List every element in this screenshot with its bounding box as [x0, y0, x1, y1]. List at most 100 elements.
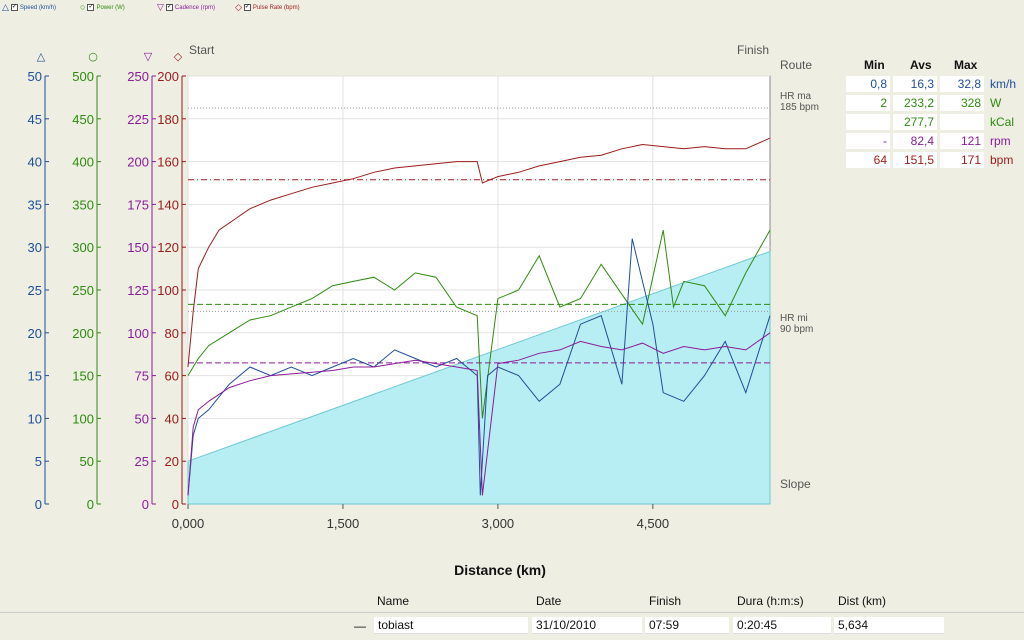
hr-max-label: HR ma [780, 91, 812, 102]
cell-name[interactable]: tobiast [374, 617, 528, 634]
x-tick-label: 4,500 [637, 516, 670, 531]
pulse-tick-label: 80 [165, 326, 179, 341]
power-tick-label: 0 [87, 497, 94, 512]
pulse-tick-label: 100 [157, 283, 179, 298]
start-label: Start [189, 43, 215, 57]
pulse-checkbox[interactable]: ✓ [243, 4, 251, 11]
stats-header-min: Min [864, 58, 885, 72]
route-label: Route [780, 58, 812, 72]
power-tick-label: 500 [72, 69, 94, 84]
stat-max-cell: 171 [940, 152, 984, 168]
stat-min-cell [846, 114, 890, 130]
power-checkbox[interactable]: ✓ [87, 4, 95, 11]
pulse-tick-label: 20 [165, 454, 179, 469]
stat-min-cell: 2 [846, 95, 890, 111]
cadence-tick-label: 100 [127, 326, 149, 341]
legend-speed-label: Speed (km/h) [19, 4, 56, 11]
cadence-tick-label: 25 [135, 454, 149, 469]
legend-pulse[interactable]: ◇ ✓ Pulse Rate (bpm) [235, 1, 300, 14]
cadence-tick-label: 250 [127, 69, 149, 84]
stat-unit-label: bpm [990, 153, 1014, 167]
cadence-tick-label: 75 [135, 369, 149, 384]
pulse-tick-label: 160 [157, 155, 179, 170]
legend-speed[interactable]: △ ✓ Speed (km/h) [2, 1, 56, 14]
speed-tick-label: 0 [35, 497, 42, 512]
stat-min-cell: 0,8 [846, 76, 890, 92]
legend-cadence[interactable]: ▽ ✓ Cadence (rpm) [157, 1, 215, 14]
power-tick-label: 100 [72, 411, 94, 426]
cadence-tick-label: 0 [142, 497, 149, 512]
diamond-icon: ◇ [235, 2, 242, 12]
legend-bar: △ ✓ Speed (km/h) ○ ✓ Power (W) ▽ ✓ Caden… [0, 0, 600, 16]
cadence-checkbox[interactable]: ✓ [165, 4, 173, 11]
stat-unit-label: km/h [990, 77, 1017, 91]
cadence-tick-label: 125 [127, 283, 149, 298]
stat-max-cell: 32,8 [940, 76, 984, 92]
cadence-tick-label: 50 [135, 411, 149, 426]
col-header-date[interactable]: Date [536, 594, 562, 608]
col-header-distance[interactable]: Dist (km) [838, 594, 886, 608]
speed-tick-label: 15 [28, 369, 42, 384]
speed-tick-label: 20 [28, 326, 42, 341]
stat-min-cell: - [846, 133, 890, 149]
x-tick-label: 1,500 [327, 516, 360, 531]
stat-max-cell: 328 [940, 95, 984, 111]
cadence-tick-label: 200 [127, 155, 149, 170]
stat-avg-cell: 82,4 [893, 133, 937, 149]
speed-tick-label: 25 [28, 283, 42, 298]
triangle-up-icon: △ [2, 2, 9, 12]
pulse-tick-label: 200 [157, 69, 179, 84]
speed-checkbox[interactable]: ✓ [10, 4, 18, 11]
stat-avg-cell: 233,2 [893, 95, 937, 111]
speed-tick-label: 50 [28, 69, 42, 84]
col-header-duration[interactable]: Dura (h:m:s) [737, 594, 804, 608]
power-tick-label: 300 [72, 240, 94, 255]
pulse-tick-label: 60 [165, 369, 179, 384]
x-tick-label: 3,000 [482, 516, 515, 531]
power-tick-label: 50 [80, 454, 94, 469]
speed-tick-label: 35 [28, 197, 42, 212]
pulse-tick-label: 140 [157, 197, 179, 212]
speed-tick-label: 45 [28, 112, 42, 127]
pulse-tick-label: 40 [165, 411, 179, 426]
cadence-axis-marker-icon: ▽ [144, 50, 153, 63]
col-header-name[interactable]: Name [377, 594, 410, 608]
cadence-tick-label: 175 [127, 197, 149, 212]
cell-finish[interactable]: 07:59 [645, 617, 729, 634]
reference-lines [188, 107, 770, 364]
legend-cadence-label: Cadence (rpm) [174, 4, 215, 11]
stat-unit-label: kCal [990, 115, 1015, 129]
x-tick-label: 0,000 [172, 516, 205, 531]
stat-unit-label: W [990, 96, 1002, 110]
power-tick-label: 150 [72, 369, 94, 384]
col-header-finish[interactable]: Finish [649, 594, 682, 608]
hr-max-value: 185 bpm [780, 102, 819, 113]
speed-tick-label: 30 [28, 240, 42, 255]
pulse-tick-label: 120 [157, 240, 179, 255]
cadence-series-line [187, 332, 771, 496]
stat-unit-label: rpm [990, 134, 1011, 148]
route-chart[interactable]: △05101520253035404550○050100150200250300… [0, 0, 1024, 560]
hr-min-label: HR mi [780, 313, 808, 324]
power-tick-label: 350 [72, 197, 94, 212]
cell-duration[interactable]: 0:20:45 [733, 617, 831, 634]
stats-header-max: Max [954, 58, 978, 72]
slope-label: Slope [780, 477, 811, 491]
power-tick-label: 400 [72, 155, 94, 170]
x-axis-ticks: 0,000 1,500 3,000 4,500 [172, 504, 669, 531]
pulse-tick-label: 180 [157, 112, 179, 127]
cell-date[interactable]: 31/10/2010 [532, 617, 642, 634]
hr-min-value: 90 bpm [780, 324, 813, 335]
power-axis-marker-icon: ○ [88, 50, 98, 63]
finish-label: Finish [737, 43, 769, 57]
power-tick-label: 250 [72, 283, 94, 298]
legend-power[interactable]: ○ ✓ Power (W) [80, 1, 125, 14]
power-tick-label: 450 [72, 112, 94, 127]
speed-series-line [187, 238, 771, 496]
circle-icon: ○ [80, 2, 86, 12]
y-axes: △05101520253035404550○050100150200250300… [28, 50, 186, 512]
speed-axis-marker-icon: △ [37, 50, 46, 63]
cell-distance[interactable]: 5,634 [834, 617, 944, 634]
stat-min-cell: 64 [846, 152, 890, 168]
stat-max-cell [940, 114, 984, 130]
